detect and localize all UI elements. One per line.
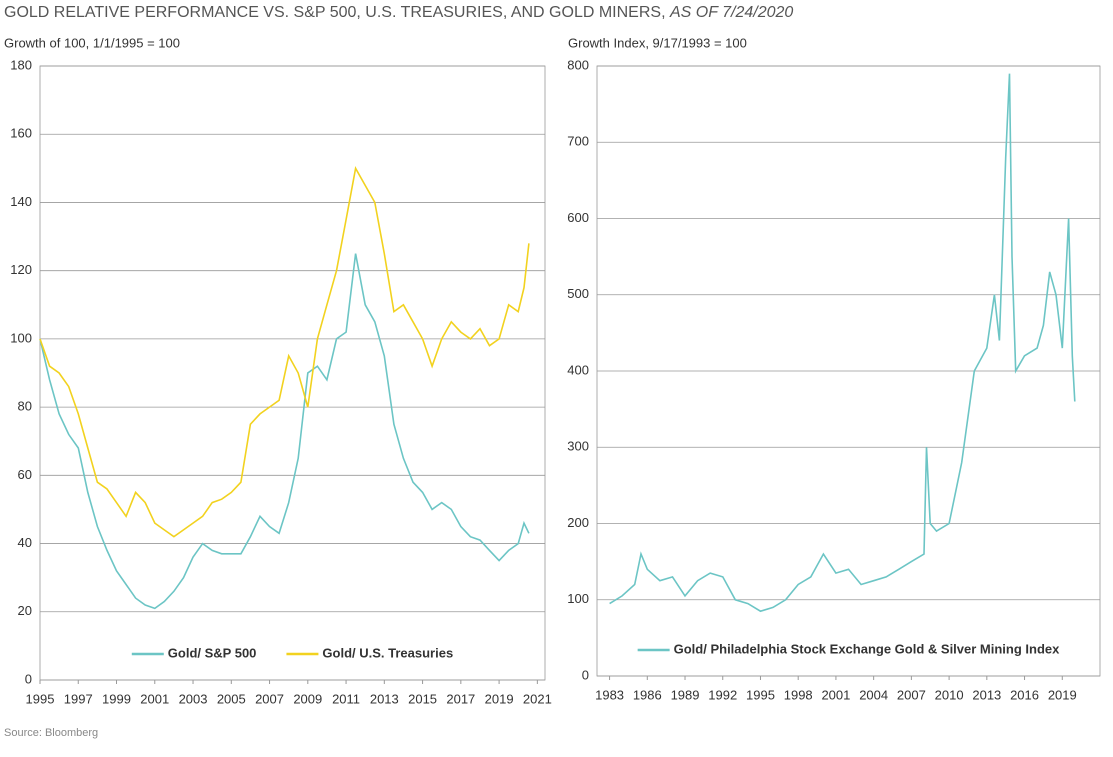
line — [39, 253, 530, 610]
x-tick-label: 2019 — [485, 691, 514, 706]
x-tick-label: 1995 — [26, 691, 55, 706]
y-tick-label: 180 — [10, 57, 32, 72]
y-tick-label: 0 — [25, 671, 32, 686]
x-tick-label: 2021 — [523, 691, 552, 706]
x-tick-label: 1983 — [595, 687, 624, 702]
x-tick-label: 2005 — [217, 691, 246, 706]
plot-frame — [39, 65, 546, 681]
legend-label: Gold/ U.S. Treasuries — [322, 645, 453, 660]
plot-frame — [596, 65, 1101, 677]
x-tick-label: 1998 — [784, 687, 813, 702]
x-tick-label: 2019 — [1048, 687, 1077, 702]
title-main: GOLD RELATIVE PERFORMANCE VS. S&P 500, U… — [4, 4, 666, 21]
y-axis-label: Growth Index, 9/17/1993 = 100 — [568, 35, 747, 50]
legend-label: Gold/ S&P 500 — [168, 645, 257, 660]
x-tick-label: 1997 — [64, 691, 93, 706]
y-tick-label: 300 — [567, 439, 589, 454]
y-tick-label: 0 — [582, 667, 589, 682]
x-tick-label: 2013 — [370, 691, 399, 706]
x-tick-label: 2001 — [140, 691, 169, 706]
y-tick-label: 160 — [10, 126, 32, 141]
x-tick-label: 2003 — [179, 691, 208, 706]
line — [39, 165, 530, 538]
legend-label: Gold/ Philadelphia Stock Exchange Gold &… — [674, 641, 1061, 656]
x-tick-label: 1999 — [102, 691, 131, 706]
x-tick-label: 2013 — [972, 687, 1001, 702]
x-tick-label: 1995 — [746, 687, 775, 702]
x-tick-label: 2007 — [897, 687, 926, 702]
title-date: AS OF 7/24/2020 — [669, 4, 793, 21]
y-tick-label: 100 — [567, 591, 589, 606]
x-tick-label: 1989 — [671, 687, 700, 702]
y-tick-label: 500 — [567, 286, 589, 301]
x-tick-label: 1986 — [633, 687, 662, 702]
x-tick-label: 1992 — [708, 687, 737, 702]
x-tick-label: 2017 — [446, 691, 475, 706]
y-tick-label: 600 — [567, 210, 589, 225]
line — [609, 73, 1076, 613]
x-tick-label: 2001 — [821, 687, 850, 702]
source: Source: Bloomberg — [4, 727, 98, 739]
y-tick-label: 140 — [10, 194, 32, 209]
y-axis-label: Growth of 100, 1/1/1995 = 100 — [4, 35, 180, 50]
x-tick-label: 2016 — [1010, 687, 1039, 702]
y-tick-label: 40 — [18, 535, 32, 550]
x-tick-label: 2009 — [293, 691, 322, 706]
x-tick-label: 2015 — [408, 691, 437, 706]
x-tick-label: 2007 — [255, 691, 284, 706]
y-tick-label: 200 — [567, 515, 589, 530]
y-tick-label: 400 — [567, 362, 589, 377]
y-tick-label: 800 — [567, 57, 589, 72]
title: GOLD RELATIVE PERFORMANCE VS. S&P 500, U… — [4, 4, 793, 21]
y-tick-label: 20 — [18, 603, 32, 618]
y-tick-label: 60 — [18, 467, 32, 482]
y-tick-label: 80 — [18, 399, 32, 414]
x-tick-label: 2004 — [859, 687, 888, 702]
x-tick-label: 2011 — [332, 691, 360, 706]
y-tick-label: 100 — [10, 330, 32, 345]
y-tick-label: 700 — [567, 134, 589, 149]
y-tick-label: 120 — [10, 262, 32, 277]
x-tick-label: 2010 — [935, 687, 964, 702]
